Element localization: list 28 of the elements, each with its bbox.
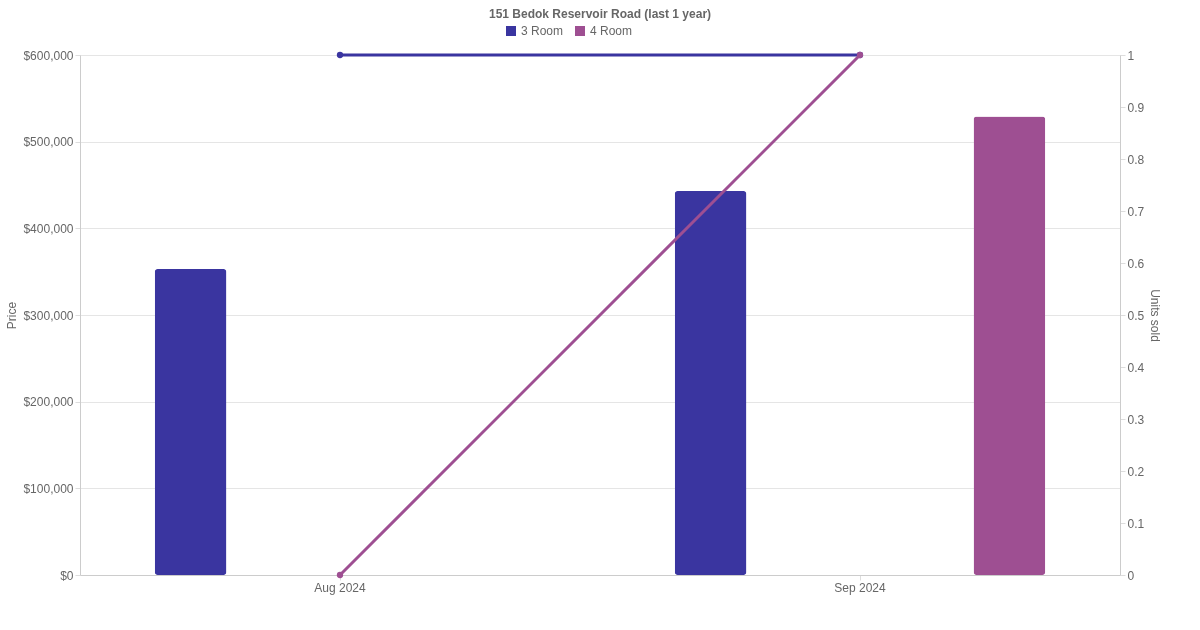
y2-axis-title: Units sold: [1148, 289, 1163, 342]
y2-tick-label: 0.1: [1127, 516, 1145, 531]
y2-tick-label: 0.2: [1127, 464, 1145, 479]
y-axis-title: Price: [5, 301, 20, 330]
bar: [674, 191, 747, 575]
y2-tick-label: 0.6: [1127, 256, 1145, 271]
y2-tick-label: 1: [1127, 48, 1135, 63]
chart-title: 151 Bedok Reservoir Road (last 1 year): [488, 7, 712, 21]
y-tick-label: $500,000: [23, 135, 74, 150]
y2-tick-label: 0: [1127, 568, 1135, 583]
y-tick-label: $300,000: [23, 308, 74, 323]
y-tick-label: $0: [60, 568, 74, 583]
y2-tick-label: 0.8: [1127, 152, 1145, 167]
y2-tick-label: 0.3: [1127, 412, 1145, 427]
x-tick-label: Aug 2024: [314, 580, 367, 595]
y2-tick-label: 0.7: [1127, 204, 1145, 219]
legend-label: 4 Room: [590, 24, 633, 38]
y-tick-label: $100,000: [23, 481, 74, 496]
y-tick-label: $200,000: [23, 395, 74, 410]
legend-label: 3 Room: [521, 24, 564, 38]
y2-tick-label: 0.9: [1127, 100, 1145, 115]
y-tick-label: $400,000: [23, 221, 74, 236]
x-tick-label: Sep 2024: [834, 580, 887, 595]
bar: [973, 116, 1046, 575]
y-tick-label: $600,000: [23, 48, 74, 63]
bar: [154, 269, 227, 575]
y2-tick-label: 0.5: [1127, 308, 1145, 323]
y2-tick-label: 0.4: [1127, 360, 1145, 375]
